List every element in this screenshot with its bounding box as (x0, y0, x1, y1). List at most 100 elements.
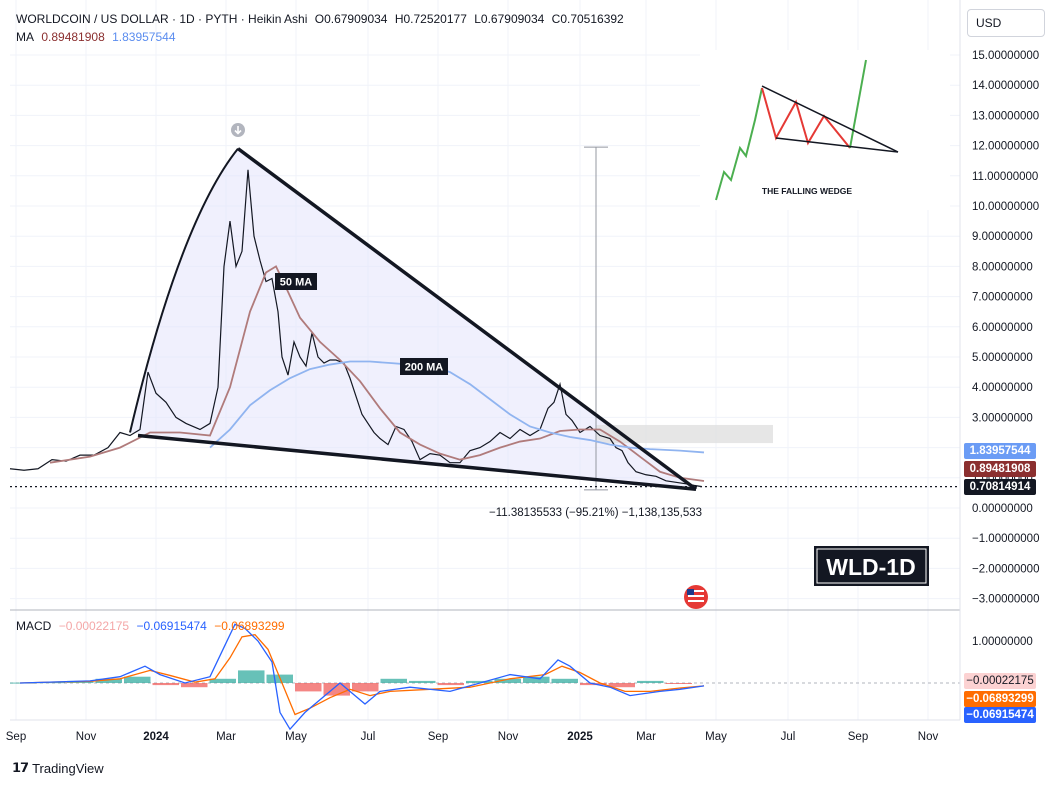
price-tick-label: 7.00000000 (972, 292, 1033, 304)
macd-hist-value: −0.00022175 (58, 619, 130, 633)
macd-histogram-bar (181, 683, 208, 688)
brand-name: TradingView (32, 760, 104, 776)
price-tick-label: −3.00000000 (972, 594, 1039, 606)
macd-histogram-bar (551, 678, 578, 683)
close-value: C0.70516392 (551, 12, 624, 26)
ma50-value: 0.89481908 (41, 30, 105, 44)
ma50-price-badge: 0.89481908 (964, 461, 1036, 477)
arc-line (129, 147, 239, 433)
ma50-label: 50 MA (275, 273, 317, 290)
macd-legend[interactable]: MACD −0.00022175 −0.06915474 −0.06893299 (16, 619, 289, 633)
down-arrow-icon[interactable] (231, 123, 245, 137)
time-tick-label: Sep (428, 731, 448, 743)
macd-signal-badge: −0.06893299 (964, 691, 1036, 707)
time-tick-label: Jul (361, 731, 376, 743)
wedge-area (130, 148, 696, 490)
ma200-price-badge: 1.83957544 (964, 443, 1036, 459)
macd-histogram-bar (637, 680, 664, 683)
falling-wedge-inset: THE FALLING WEDGE (700, 50, 950, 210)
macd-histogram-bar (665, 683, 692, 684)
tradingview-mark-icon: 𝟭𝟳 (12, 760, 29, 775)
price-tick-label: 0.00000000 (972, 503, 1033, 515)
price-tick-label: 12.00000000 (972, 141, 1039, 153)
time-tick-label: Sep (848, 731, 868, 743)
macd-histogram-bar (437, 683, 464, 686)
price-tick-label: 13.00000000 (972, 110, 1039, 122)
ma-legend[interactable]: MA 0.89481908 1.83957544 (16, 30, 180, 44)
macd-series (10, 623, 705, 731)
time-tick-label: Mar (216, 731, 236, 743)
price-tick-label: −1.00000000 (972, 533, 1039, 545)
macd-histogram-bar (494, 678, 521, 683)
wedge-upper-line (236, 147, 698, 491)
time-tick-label: May (705, 731, 727, 743)
time-tick-label: Mar (636, 731, 656, 743)
macd-hist-badge: −0.00022175 (964, 673, 1036, 689)
macd-histogram-bar (409, 680, 436, 683)
price-tick-label: 15.00000000 (972, 50, 1039, 62)
time-tick-label: Sep (6, 731, 26, 743)
svg-text:WLD-1D: WLD-1D (826, 554, 915, 580)
macd-histogram-bar (152, 683, 179, 686)
macd-histogram-bar (523, 676, 550, 683)
macd-axis-ticks[interactable]: 1.00000000 (972, 636, 1033, 648)
price-tick-label: 11.00000000 (972, 171, 1038, 183)
price-tick-label: 9.00000000 (972, 231, 1033, 243)
price-tick-label: 14.00000000 (972, 80, 1039, 92)
measure-label: −11.38135533 (−95.21%) −1,138,135,533 (489, 507, 702, 519)
macd-signal-line (19, 634, 705, 716)
macd-signal-value: −0.06893299 (214, 619, 285, 633)
macd-histogram-bar (209, 678, 236, 683)
time-tick-label: 2024 (143, 731, 169, 743)
macd-line-badge: −0.06915474 (964, 707, 1036, 723)
ma200-label: 200 MA (400, 358, 448, 375)
macd-tick-label: 1.00000000 (972, 636, 1033, 648)
symbol-header[interactable]: WORLDCOIN / US DOLLAR · 1D · PYTH · Heik… (16, 12, 628, 26)
time-tick-label: May (285, 731, 307, 743)
price-tick-label: 6.00000000 (972, 322, 1033, 334)
svg-text:200 MA: 200 MA (405, 362, 444, 374)
series-50-ma (49, 265, 705, 482)
time-tick-label: 2025 (567, 731, 593, 743)
price-tick-label: 4.00000000 (972, 382, 1033, 394)
time-tick-label: Nov (918, 731, 939, 743)
price-tick-label: −2.00000000 (972, 563, 1039, 575)
macd-histogram-bar (466, 680, 493, 683)
macd-histogram-bar (238, 670, 265, 683)
macd-histogram-bar (95, 678, 122, 683)
macd-histogram-bar (380, 678, 407, 683)
time-axis-ticks[interactable]: Sep Nov 2024 Mar May Jul Sep Nov 2025 Mar May Jul Se… (6, 731, 939, 743)
macd-histogram-bar (352, 683, 379, 692)
macd-line (19, 623, 705, 731)
ma200-value: 1.83957544 (112, 30, 176, 44)
price-tick-label: 10.00000000 (972, 201, 1039, 213)
wedge-lower-line (137, 433, 697, 492)
series-price (9, 169, 703, 488)
currency-label: USD (976, 16, 1002, 30)
last-price-badge: 0.70814914 (964, 479, 1036, 495)
open-value: O0.67909034 (314, 12, 388, 26)
ma-label: MA (16, 30, 34, 44)
macd-label: MACD (16, 619, 52, 633)
tradingview-logo[interactable]: 𝟭𝟳 TradingView (12, 760, 104, 776)
macd-histogram-bar (295, 683, 322, 692)
macd-histogram-bar (608, 683, 635, 688)
time-tick-label: Nov (498, 731, 519, 743)
high-value: H0.72520177 (394, 12, 467, 26)
price-axis-ticks[interactable]: 15.00000000 14.00000000 13.00000000 12.0000… (972, 50, 1039, 606)
macd-line-value: −0.06915474 (136, 619, 207, 633)
us-flag-icon[interactable] (684, 585, 708, 609)
macd-histogram-bar (124, 676, 151, 683)
price-tick-label: 3.00000000 (972, 412, 1033, 424)
resistance-zone (596, 424, 773, 444)
price-tick-label: 8.00000000 (972, 261, 1033, 273)
ticker-box: WLD-1D (814, 546, 929, 586)
currency-button[interactable]: USD (967, 9, 1045, 37)
svg-text:50 MA: 50 MA (280, 277, 312, 289)
series-group (9, 169, 705, 488)
time-tick-label: Nov (76, 731, 97, 743)
time-tick-label: Jul (781, 731, 796, 743)
series-200-ma (209, 360, 705, 454)
symbol-title[interactable]: WORLDCOIN / US DOLLAR · 1D · PYTH · Heik… (16, 12, 308, 26)
